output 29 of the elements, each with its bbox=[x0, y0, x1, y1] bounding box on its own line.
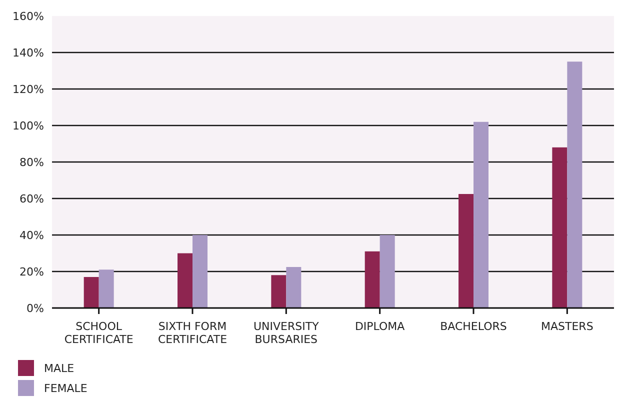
bar bbox=[271, 275, 286, 308]
bar bbox=[364, 251, 380, 308]
y-tick-label: 20% bbox=[20, 265, 44, 278]
x-tick-label: SIXTH FORM CERTIFICATE bbox=[158, 320, 228, 346]
y-tick-label: 40% bbox=[20, 228, 44, 242]
bar bbox=[286, 266, 302, 308]
y-tick-label: 60% bbox=[20, 192, 44, 206]
x-tick-label: MASTERS bbox=[541, 320, 594, 333]
bar bbox=[567, 62, 582, 308]
x-tick-label: BACHELORS bbox=[440, 320, 507, 333]
bar bbox=[192, 235, 208, 308]
y-tick-label: 100% bbox=[12, 119, 44, 132]
y-tick-label: 80% bbox=[20, 156, 44, 169]
y-tick-label: 120% bbox=[12, 82, 44, 96]
bar bbox=[98, 270, 114, 308]
legend-label: MALE bbox=[44, 362, 74, 374]
x-tick-label: SCHOOL CERTIFICATE bbox=[64, 320, 134, 346]
y-tick-label: 0% bbox=[26, 302, 44, 315]
bar bbox=[84, 276, 99, 308]
bar bbox=[178, 253, 193, 308]
bar bbox=[474, 122, 489, 308]
y-tick-label: 140% bbox=[12, 46, 44, 60]
y-tick-label: 160% bbox=[12, 10, 44, 23]
x-tick-label: DIPLOMA bbox=[354, 320, 406, 333]
legend-label: FEMALE bbox=[44, 382, 88, 394]
bar bbox=[552, 147, 568, 308]
bar bbox=[458, 194, 474, 308]
bar bbox=[380, 235, 395, 308]
x-tick-label: UNIVERSITY BURSARIES bbox=[254, 320, 320, 346]
